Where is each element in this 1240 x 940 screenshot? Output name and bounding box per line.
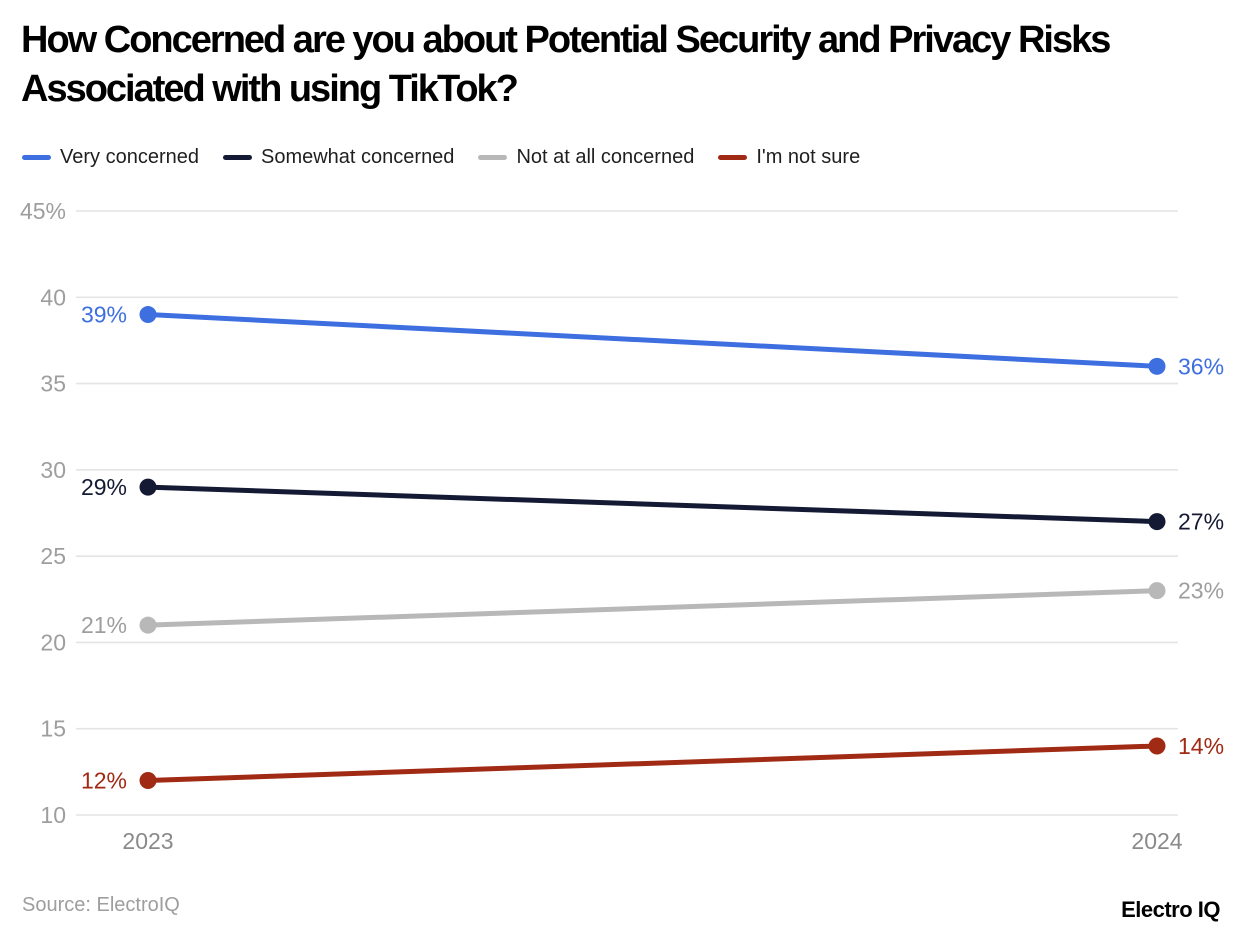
source-note: Source: ElectroIQ: [22, 894, 180, 916]
legend-label-very-concerned: Very concerned: [60, 146, 199, 168]
point-label-i-m-not-sure: 12%: [81, 767, 127, 793]
y-tick-label: 30: [40, 457, 66, 483]
brand-logo: Electro IQ: [1121, 897, 1220, 922]
legend-swatch-very-concerned: [22, 155, 51, 160]
y-tick-label: 40: [40, 284, 66, 310]
legend-item-i-m-not-sure: I'm not sure: [718, 146, 860, 169]
y-tick-label: 45%: [20, 198, 66, 224]
point-label-somewhat-concerned: 29%: [81, 474, 127, 500]
y-tick-label: 35: [40, 371, 66, 397]
legend-item-very-concerned: Very concerned: [22, 146, 199, 169]
y-tick-label: 10: [40, 802, 66, 828]
x-tick-label: 2024: [1131, 828, 1182, 854]
series-line-somewhat-concerned: [145, 484, 1160, 525]
legend-label-i-m-not-sure: I'm not sure: [756, 146, 861, 168]
legend-item-not-at-all-concerned: Not at all concerned: [478, 146, 694, 169]
legend-swatch-somewhat-concerned: [222, 155, 252, 160]
point-label-very-concerned: 36%: [1178, 353, 1224, 379]
series-line-very-concerned: [145, 312, 1160, 369]
legend-swatch-i-m-not-sure: [718, 155, 748, 160]
data-point-very-concerned: [1148, 357, 1166, 375]
y-tick-label: 15: [40, 716, 66, 742]
point-label-not-at-all-concerned: 21%: [81, 612, 127, 638]
point-label-somewhat-concerned: 27%: [1178, 509, 1224, 535]
y-tick-label: 20: [40, 629, 66, 655]
legend-swatch-not-at-all-concerned: [478, 155, 508, 160]
series-line-not-at-all-concerned: [145, 588, 1160, 628]
data-point-not-at-all-concerned: [139, 616, 157, 634]
point-label-not-at-all-concerned: 23%: [1178, 578, 1224, 604]
legend-label-not-at-all-concerned: Not at all concerned: [516, 146, 695, 168]
series-line-i-m-not-sure: [145, 743, 1160, 783]
data-point-somewhat-concerned: [1148, 513, 1166, 531]
legend: Very concerned Somewhat concerned Not at a…: [22, 146, 860, 169]
chart-title: How Concerned are you about Potential Se…: [21, 19, 1111, 111]
legend-label-somewhat-concerned: Somewhat concerned: [260, 146, 455, 168]
data-point-very-concerned: [139, 306, 157, 324]
data-point-i-m-not-sure: [139, 771, 157, 789]
x-tick-label: 2023: [122, 828, 173, 854]
point-label-i-m-not-sure: 14%: [1178, 733, 1224, 759]
data-point-i-m-not-sure: [1148, 737, 1166, 755]
point-label-very-concerned: 39%: [81, 302, 127, 328]
data-point-somewhat-concerned: [139, 478, 157, 496]
y-tick-label: 25: [40, 543, 66, 569]
legend-item-somewhat-concerned: Somewhat concerned: [222, 146, 455, 169]
data-point-not-at-all-concerned: [1148, 582, 1166, 600]
